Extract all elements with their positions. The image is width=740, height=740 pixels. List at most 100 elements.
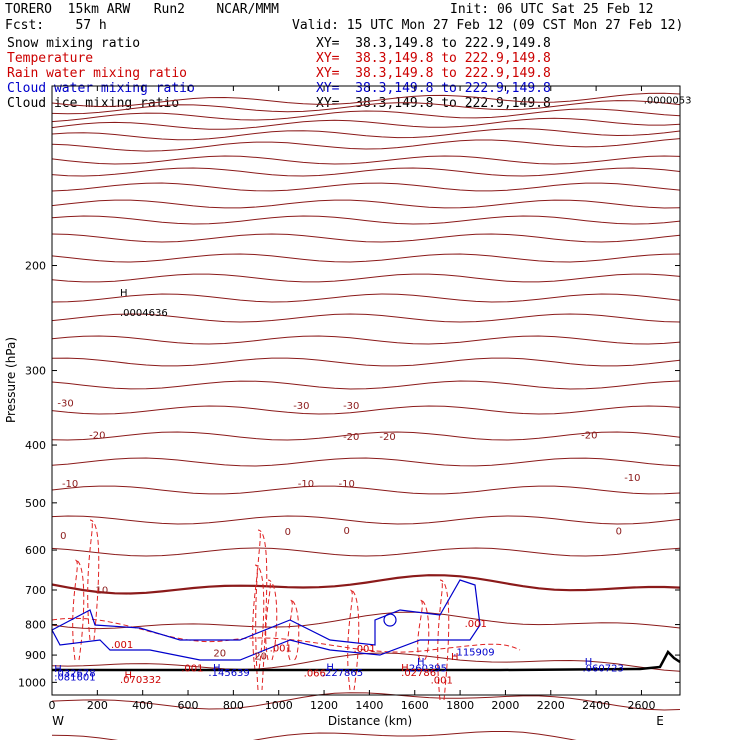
x-tick-label: 2000	[491, 699, 519, 712]
extremum-label: .001	[270, 644, 292, 655]
y-tick-label: 500	[25, 497, 46, 510]
plot-frame	[51, 85, 681, 696]
isotherm-label: -30	[343, 401, 359, 412]
extremum-label: .260395	[406, 663, 447, 674]
extremum-label: H	[417, 657, 425, 668]
isotherm-label: -20	[581, 430, 597, 441]
rain-contour	[252, 564, 265, 671]
isotherm-label: -10	[624, 473, 640, 484]
isotherm-line	[51, 253, 681, 263]
legend-snow-name: Snow mixing ratio	[7, 36, 141, 51]
legend-temp-name: Temperature	[7, 51, 94, 66]
x-tick-label: 1800	[446, 699, 474, 712]
extremum-label: .02786	[401, 668, 436, 679]
isotherm-label: 10	[96, 586, 109, 597]
x-tick-label: 1000	[265, 699, 293, 712]
isotherm-label: 20	[254, 651, 267, 662]
header-init: Init: 06 UTC Sat 25 Feb 12	[450, 2, 654, 17]
isotherm-line	[51, 313, 681, 323]
isotherm-line	[51, 457, 681, 467]
isotherm-label: -10	[298, 479, 314, 490]
extremum-label: .066	[304, 669, 326, 680]
extremum-label: .001	[111, 640, 133, 651]
x-tick-label: 0	[49, 699, 56, 712]
header-valid: Valid: 15 UTC Mon 27 Feb 12 (09 CST Mon …	[292, 18, 684, 33]
extremum-label: .032678	[54, 669, 95, 680]
terrain-line	[52, 649, 681, 672]
isotherm-line	[51, 574, 681, 595]
extremum-label: H	[213, 663, 221, 674]
extremum-label: .227865	[322, 668, 363, 679]
extremum-label: H	[401, 663, 409, 674]
legend-cloudwater-name: Cloud water mixing ratio	[7, 81, 195, 96]
isotherm-line	[51, 117, 681, 130]
isotherm-line	[51, 167, 681, 177]
isotherm-label: 0	[616, 526, 622, 537]
isotherm-label: -30	[57, 399, 73, 410]
y-axis-label: Pressure (hPa)	[4, 337, 18, 423]
extremum-label: H	[326, 662, 334, 673]
legend-snow-xy: XY= 38.3,149.8 to 222.9,149.8	[316, 36, 551, 51]
extremum-label: H	[585, 657, 593, 668]
legend-cloudwater-xy: XY= 38.3,149.8 to 222.9,149.8	[316, 81, 551, 96]
isotherm-line	[51, 182, 681, 192]
extremum-label: .001	[465, 619, 487, 630]
isotherm-line	[51, 108, 681, 123]
isotherm-label: -20	[379, 432, 395, 443]
isotherm-line	[51, 293, 681, 303]
isotherm-line	[51, 233, 681, 243]
isotherm-line	[51, 485, 681, 495]
x-axis-label: Distance (km)	[328, 714, 412, 728]
extremum-label: .001	[181, 663, 203, 674]
extremum-label: .001	[431, 676, 453, 687]
isotherm-line	[51, 100, 681, 115]
isotherm-line	[51, 138, 681, 152]
y-tick-label: 400	[25, 439, 46, 452]
legend-rain-name: Rain water mixing ratio	[7, 66, 188, 81]
x-tick-label: 600	[178, 699, 199, 712]
isotherm-label: 0	[60, 531, 66, 542]
x-tick-label: 800	[223, 699, 244, 712]
isotherm-line	[51, 155, 681, 165]
isotherm-line	[51, 405, 681, 415]
rain-contour	[72, 559, 85, 661]
isotherm-line	[51, 357, 681, 367]
isotherm-line	[51, 731, 577, 740]
x-tick-label: 2200	[537, 699, 565, 712]
y-tick-label: 1000	[18, 676, 46, 689]
extremum-label: .115909	[453, 648, 494, 659]
isotherm-line	[51, 547, 681, 557]
extremum-label: .0000053	[644, 96, 692, 107]
extremum-label: .145639	[208, 668, 249, 679]
isotherm-line	[51, 92, 681, 108]
legend-rain-xy: XY= 38.3,149.8 to 222.9,149.8	[316, 66, 551, 81]
header-model: TORERO 15km ARW Run2 NCAR/MMM	[5, 2, 279, 17]
y-tick-label: 600	[25, 544, 46, 557]
extremum-label: .060723	[583, 663, 624, 674]
isotherm-line	[51, 335, 681, 345]
extremum-label: .070332	[120, 675, 161, 686]
extremum-label: .081601	[54, 673, 95, 684]
x-tick-label: 2600	[627, 699, 655, 712]
y-tick-label: 300	[25, 365, 46, 378]
header-fcst: Fcst: 57 h	[5, 18, 107, 33]
y-tick-label: 700	[25, 584, 46, 597]
extremum-label: .001	[354, 644, 376, 655]
extremum-label: H	[125, 670, 133, 681]
isotherm-label: -20	[89, 430, 105, 441]
isotherm-line	[51, 692, 681, 711]
y-tick-label: 200	[25, 260, 46, 273]
rain-contour	[87, 519, 100, 641]
extremum-label: H	[451, 652, 459, 663]
isotherm-label: 20	[213, 649, 226, 660]
x-tick-label: 200	[87, 699, 108, 712]
y-tick-label: 900	[25, 649, 46, 662]
x-axis-left-label: W	[52, 714, 64, 728]
x-tick-label: 1400	[355, 699, 383, 712]
x-tick-label: 2400	[582, 699, 610, 712]
isotherm-label: 0	[344, 526, 350, 537]
legend-cloudice-name: Cloud ice mixing ratio	[7, 96, 180, 111]
legend-cloudice-xy: XY= 38.3,149.8 to 222.9,149.8	[316, 96, 551, 111]
isotherm-label: -20	[343, 432, 359, 443]
